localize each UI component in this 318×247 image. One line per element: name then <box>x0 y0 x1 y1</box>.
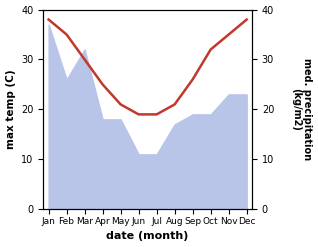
X-axis label: date (month): date (month) <box>107 231 189 242</box>
Y-axis label: med. precipitation
(kg/m2): med. precipitation (kg/m2) <box>291 58 313 161</box>
Y-axis label: max temp (C): max temp (C) <box>5 70 16 149</box>
